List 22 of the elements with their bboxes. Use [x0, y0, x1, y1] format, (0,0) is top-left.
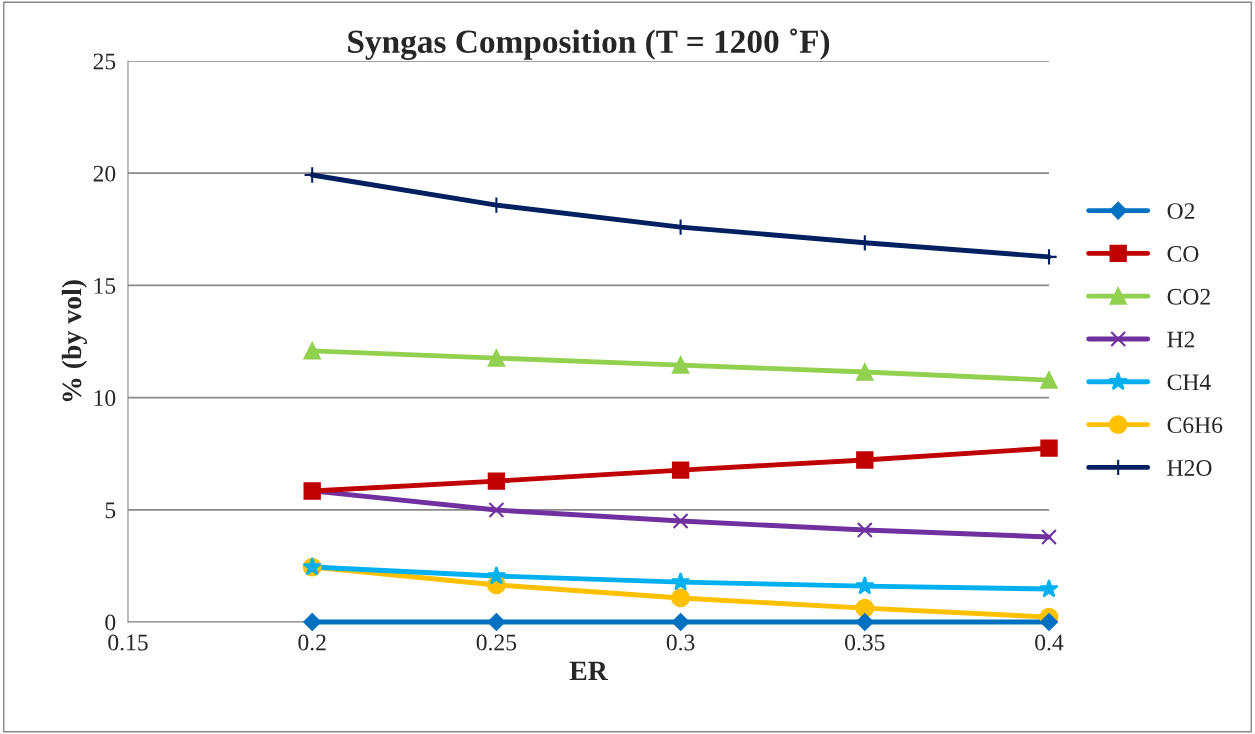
y-tick-label: 5: [105, 502, 116, 519]
y-tick-label: 15: [94, 278, 116, 294]
chart-title: Syngas Composition (T = 1200 ˚F): [348, 28, 830, 61]
x-tick-label: 0.25: [476, 634, 517, 651]
x-tick-label: 0.35: [845, 634, 885, 651]
legend-label: H2O: [1167, 460, 1212, 476]
legend-label: CH4: [1167, 374, 1211, 391]
legend-label: O2: [1167, 203, 1195, 220]
x-tick-label: 0.2: [298, 634, 326, 651]
y-axis-title: % (by vol): [61, 280, 88, 402]
legend-label: CO2: [1167, 288, 1210, 305]
y-tick-label: 10: [94, 390, 116, 407]
x-tick-label: 0.4: [1035, 634, 1064, 651]
y-tick-label: 0: [105, 614, 116, 631]
x-axis-title: ER: [569, 661, 609, 681]
y-tick-label: 25: [93, 53, 116, 70]
legend-label: CO: [1167, 246, 1199, 262]
legend-label: H2: [1167, 331, 1195, 348]
legend-label: C6H6: [1167, 417, 1223, 434]
x-tick-label: 0.3: [666, 634, 695, 651]
x-tick-label: 0.15: [108, 634, 148, 651]
y-tick-label: 20: [93, 165, 116, 182]
